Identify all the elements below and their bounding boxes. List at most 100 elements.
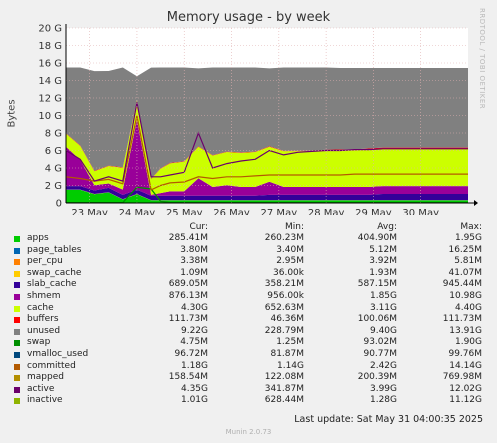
legend-swatch: [14, 282, 20, 289]
legend-max: 111.73M: [442, 314, 482, 325]
legend-avg: 1.85G: [369, 290, 397, 301]
legend-row-inactive: inactive 1.01G 628.44M 1.28G 11.12G: [14, 395, 484, 407]
legend-swatch: [14, 270, 20, 277]
x-tick-label: 26 May: [213, 208, 250, 215]
legend-min: 122.08M: [264, 372, 304, 383]
legend-row-apps: apps 285.41M 260.23M 404.90M 1.95G: [14, 233, 484, 245]
legend-name: inactive: [27, 395, 63, 406]
legend-cur: 3.80M: [180, 244, 208, 255]
legend-row-unused: unused 9.22G 228.79M 9.40G 13.91G: [14, 326, 484, 338]
legend-cur: 876.13M: [168, 290, 208, 301]
legend-max: 13.91G: [449, 325, 482, 336]
legend-max: 5.81M: [454, 256, 482, 267]
legend-max: 11.12G: [449, 395, 482, 406]
area-shmem: [66, 119, 468, 196]
legend-max: 769.98M: [442, 372, 482, 383]
legend-avg: 3.11G: [369, 302, 397, 313]
y-tick-label: 18 G: [38, 41, 62, 52]
legend-row-shmem: shmem 876.13M 956.00k 1.85G 10.98G: [14, 291, 484, 303]
line-active: [65, 102, 468, 182]
y-tick-label: 16 G: [38, 59, 62, 70]
legend-swatch: [14, 375, 20, 382]
legend-swatch: [14, 398, 20, 405]
legend-min: 652.63M: [264, 302, 304, 313]
legend-swatch: [14, 293, 20, 300]
legend-cur: 1.01G: [180, 395, 208, 406]
legend-swatch: [14, 247, 20, 254]
legend-name: swap_cache: [27, 267, 82, 278]
legend-cur: 689.05M: [168, 279, 208, 290]
legend-avg: 1.93M: [369, 267, 397, 278]
legend-max: 1.95G: [454, 233, 482, 243]
col-max: Max:: [460, 222, 482, 232]
area-unused: [66, 67, 468, 179]
legend-swatch: [14, 305, 20, 312]
axis-ticks: 0 2 G 4 G 6 G 8 G 10 G 12 G 14 G 16 G 18 G 20 G 23 …: [38, 24, 478, 215]
area-apps: [66, 189, 468, 203]
legend-min: 228.79M: [264, 325, 304, 336]
legend-max: 16.25M: [448, 244, 482, 255]
legend-min: 956.00k: [267, 290, 304, 301]
y-tick-label: 20 G: [38, 24, 62, 35]
legend-min: 46.36M: [270, 314, 304, 325]
x-tick-label: 23 May: [71, 208, 108, 215]
legend-avg: 90.77M: [363, 348, 397, 359]
rrdtool-credit: RRDTOOL / TOBI OETIKER: [478, 8, 486, 110]
y-tick-label: 0: [56, 199, 62, 210]
legend-name: unused: [27, 325, 61, 336]
legend-row-committed: committed 1.18G 1.14G 2.42G 14.14G: [14, 361, 484, 373]
legend-cur: 1.09M: [180, 267, 208, 278]
legend-swatch: [14, 236, 20, 242]
legend-cur: 111.73M: [168, 314, 208, 325]
legend-max: 1.90G: [454, 337, 482, 348]
area-slab_cache: [66, 186, 468, 201]
legend-swatch: [14, 328, 20, 335]
y-tick-label: 14 G: [38, 76, 62, 87]
x-tick-label: 25 May: [166, 208, 203, 215]
y-tick-label: 10 G: [38, 111, 62, 122]
legend-max: 99.76M: [448, 348, 482, 359]
legend-min: 358.21M: [264, 279, 304, 290]
x-axis-arrow: [474, 200, 478, 206]
legend-min: 2.95M: [276, 256, 304, 267]
legend-min: 36.00k: [273, 267, 304, 278]
legend-avg: 587.15M: [357, 279, 397, 290]
legend-name: slab_cache: [27, 279, 77, 290]
y-tick-label: 12 G: [38, 94, 62, 105]
legend-name: apps: [27, 233, 49, 243]
legend-avg: 5.12M: [369, 244, 397, 255]
legend-name: committed: [27, 360, 76, 371]
legend-row-swap_cache: swap_cache 1.09M 36.00k 1.93M 41.07M: [14, 268, 484, 280]
legend-cur: 96.72M: [174, 348, 208, 359]
legend-max: 14.14G: [449, 360, 482, 371]
legend-avg: 200.39M: [357, 372, 397, 383]
legend-max: 12.02G: [449, 383, 482, 394]
munin-version: Munin 2.0.73: [225, 428, 272, 436]
legend-min: 1.14G: [276, 360, 304, 371]
legend-cur: 158.54M: [168, 372, 208, 383]
legend-name: swap: [27, 337, 51, 348]
legend-row-page_tables: page_tables 3.80M 3.40M 5.12M 16.25M: [14, 245, 484, 257]
legend-name: shmem: [27, 290, 61, 301]
series-areas: [65, 67, 468, 204]
legend-avg: 2.42G: [369, 360, 397, 371]
legend-row-slab_cache: slab_cache 689.05M 358.21M 587.15M 945.44M: [14, 279, 484, 291]
legend-min: 628.44M: [264, 395, 304, 406]
x-tick-label: 30 May: [402, 208, 439, 215]
legend-max: 945.44M: [442, 279, 482, 290]
y-tick-label: 8 G: [45, 129, 62, 140]
legend-max: 10.98G: [449, 290, 482, 301]
legend-rows: apps 285.41M 260.23M 404.90M 1.95G page_table…: [14, 233, 484, 407]
legend-cur: 3.38M: [180, 256, 208, 267]
graph-title: Memory usage - by week: [166, 10, 331, 25]
plot-area: 0 2 G 4 G 6 G 8 G 10 G 12 G 14 G 16 G 18 G 20 G 23 …: [38, 24, 478, 215]
y-tick-label: 2 G: [45, 181, 62, 192]
legend-name: active: [27, 383, 55, 394]
legend-name: mapped: [27, 372, 64, 383]
legend-avg: 3.92M: [369, 256, 397, 267]
legend-avg: 1.28G: [369, 395, 397, 406]
y-tick-label: 6 G: [45, 146, 62, 157]
legend-cur: 285.41M: [168, 233, 208, 243]
legend-cur: 4.30G: [180, 302, 208, 313]
